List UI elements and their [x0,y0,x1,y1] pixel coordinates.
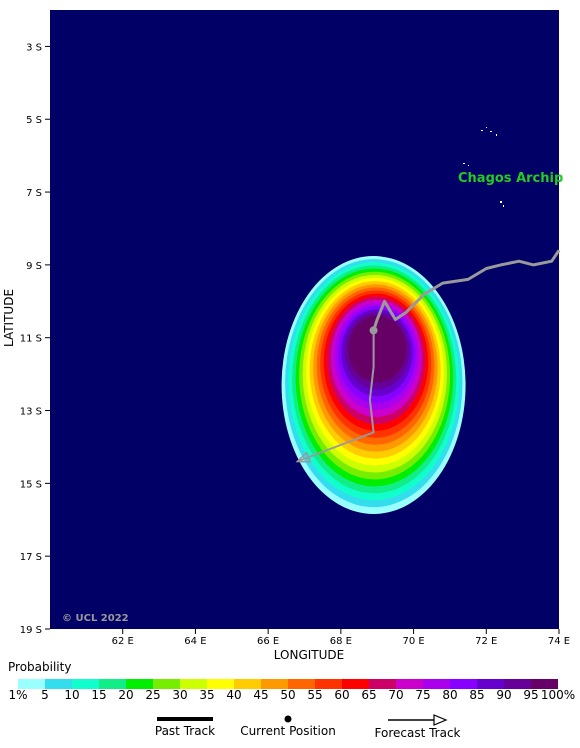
scale-swatch [531,679,558,689]
y-axis-label: LATITUDE [2,289,16,347]
copyright-label: © UCL 2022 [62,613,129,624]
current-position-key: Current Position [232,714,344,738]
strike-probability-map: 62 E 64 E 66 E 68 E 70 E 72 E 74 E 3 S 5 S 7 S 9 S… [2,10,570,660]
scale-label: 55 [307,688,323,702]
x-tick-label: 62 E [112,636,134,647]
scale-label: 65 [361,688,377,702]
current-position-marker [369,326,378,335]
scale-label: 90 [496,688,512,702]
legend-title: Probability [8,660,72,674]
scale-swatch [477,679,504,689]
y-tick-label: 19 S [20,625,42,636]
scale-label: 20 [118,688,134,702]
y-tick-label: 15 S [20,479,42,490]
scale-label: 25 [145,688,161,702]
scale-swatch [45,679,72,689]
y-tick-label: 7 S [26,188,42,199]
scale-swatch [423,679,450,689]
x-tick-label: 66 E [257,636,279,647]
past-track-key-label: Past Track [154,724,216,738]
forecast-track-key-arrow [387,714,448,726]
x-axis-label: LONGITUDE [274,648,344,660]
scale-swatch [288,679,315,689]
x-tick-label: 72 E [475,636,497,647]
scale-label: 15 [91,688,107,702]
scale-swatch [369,679,396,689]
x-tick-label: 64 E [184,636,206,647]
scale-label: 50 [280,688,296,702]
scale-label: 95 [523,688,539,702]
scale-label: 1% [8,688,28,702]
scale-swatch [72,679,99,689]
scale-label: 80 [442,688,458,702]
scale-label: 40 [226,688,242,702]
scale-swatch [315,679,342,689]
scale-swatch [342,679,369,689]
scale-swatch [180,679,207,689]
y-tick-label: 11 S [20,334,42,345]
past-track-key: Past Track [140,714,230,738]
forecast-track-line [296,330,375,463]
probability-color-scale [18,679,558,689]
y-tick-label: 5 S [26,115,42,126]
y-tick-label: 17 S [20,552,42,563]
scale-swatch [126,679,153,689]
current-position-key-dot [284,715,292,723]
x-tick-label: 70 E [402,636,424,647]
x-tick-label: 68 E [330,636,352,647]
past-track-key-line [157,717,213,721]
place-label: Chagos Archip [458,171,563,186]
y-tick-label: 9 S [26,261,42,272]
axis-ticks: 62 E 64 E 66 E 68 E 70 E 72 E 74 E 3 S 5 S 7 S 9 S… [20,42,570,647]
forecast-track-key-label: Forecast Track [374,726,461,740]
forecast-arrowhead [295,451,312,463]
scale-swatch [153,679,180,689]
current-position-key-label: Current Position [240,724,336,738]
scale-label: 100% [540,688,576,702]
past-track-line [372,249,561,331]
scale-label: 85 [469,688,485,702]
y-tick-label: 13 S [20,407,42,418]
scale-label: 45 [253,688,269,702]
scale-label: 60 [334,688,350,702]
scale-swatch [450,679,477,689]
scale-swatch [234,679,261,689]
probability-scale-labels: 1% 5 10 15 20 25 30 35 40 45 50 55 60 65 70 75 80 85 90 95 1… [0,688,580,704]
forecast-track-key: Forecast Track [365,714,470,740]
y-tick-label: 3 S [26,42,42,53]
scale-label: 30 [172,688,188,702]
scale-label: 5 [41,688,49,702]
scale-label: 70 [388,688,404,702]
probability-swath [281,256,466,515]
scale-label: 35 [199,688,215,702]
probability-band [348,315,407,383]
scale-label: 75 [415,688,431,702]
scale-swatch [261,679,288,689]
x-tick-label: 74 E [548,636,570,647]
scale-label: 10 [64,688,80,702]
scale-swatch [99,679,126,689]
scale-swatch [396,679,423,689]
chagos-islands [463,127,504,207]
scale-swatch [207,679,234,689]
scale-swatch [504,679,531,689]
scale-swatch [18,679,45,689]
